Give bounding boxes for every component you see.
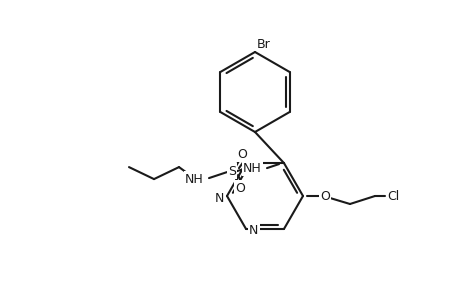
Text: Cl: Cl bbox=[387, 190, 399, 202]
Text: O: O bbox=[235, 182, 245, 194]
Text: O: O bbox=[237, 148, 247, 161]
Text: Br: Br bbox=[257, 37, 271, 51]
Text: NH: NH bbox=[185, 172, 204, 186]
Text: N: N bbox=[215, 192, 224, 204]
Text: N: N bbox=[249, 225, 258, 237]
Text: NH: NH bbox=[243, 162, 262, 174]
Text: O: O bbox=[320, 190, 330, 202]
Text: S: S bbox=[228, 164, 236, 178]
